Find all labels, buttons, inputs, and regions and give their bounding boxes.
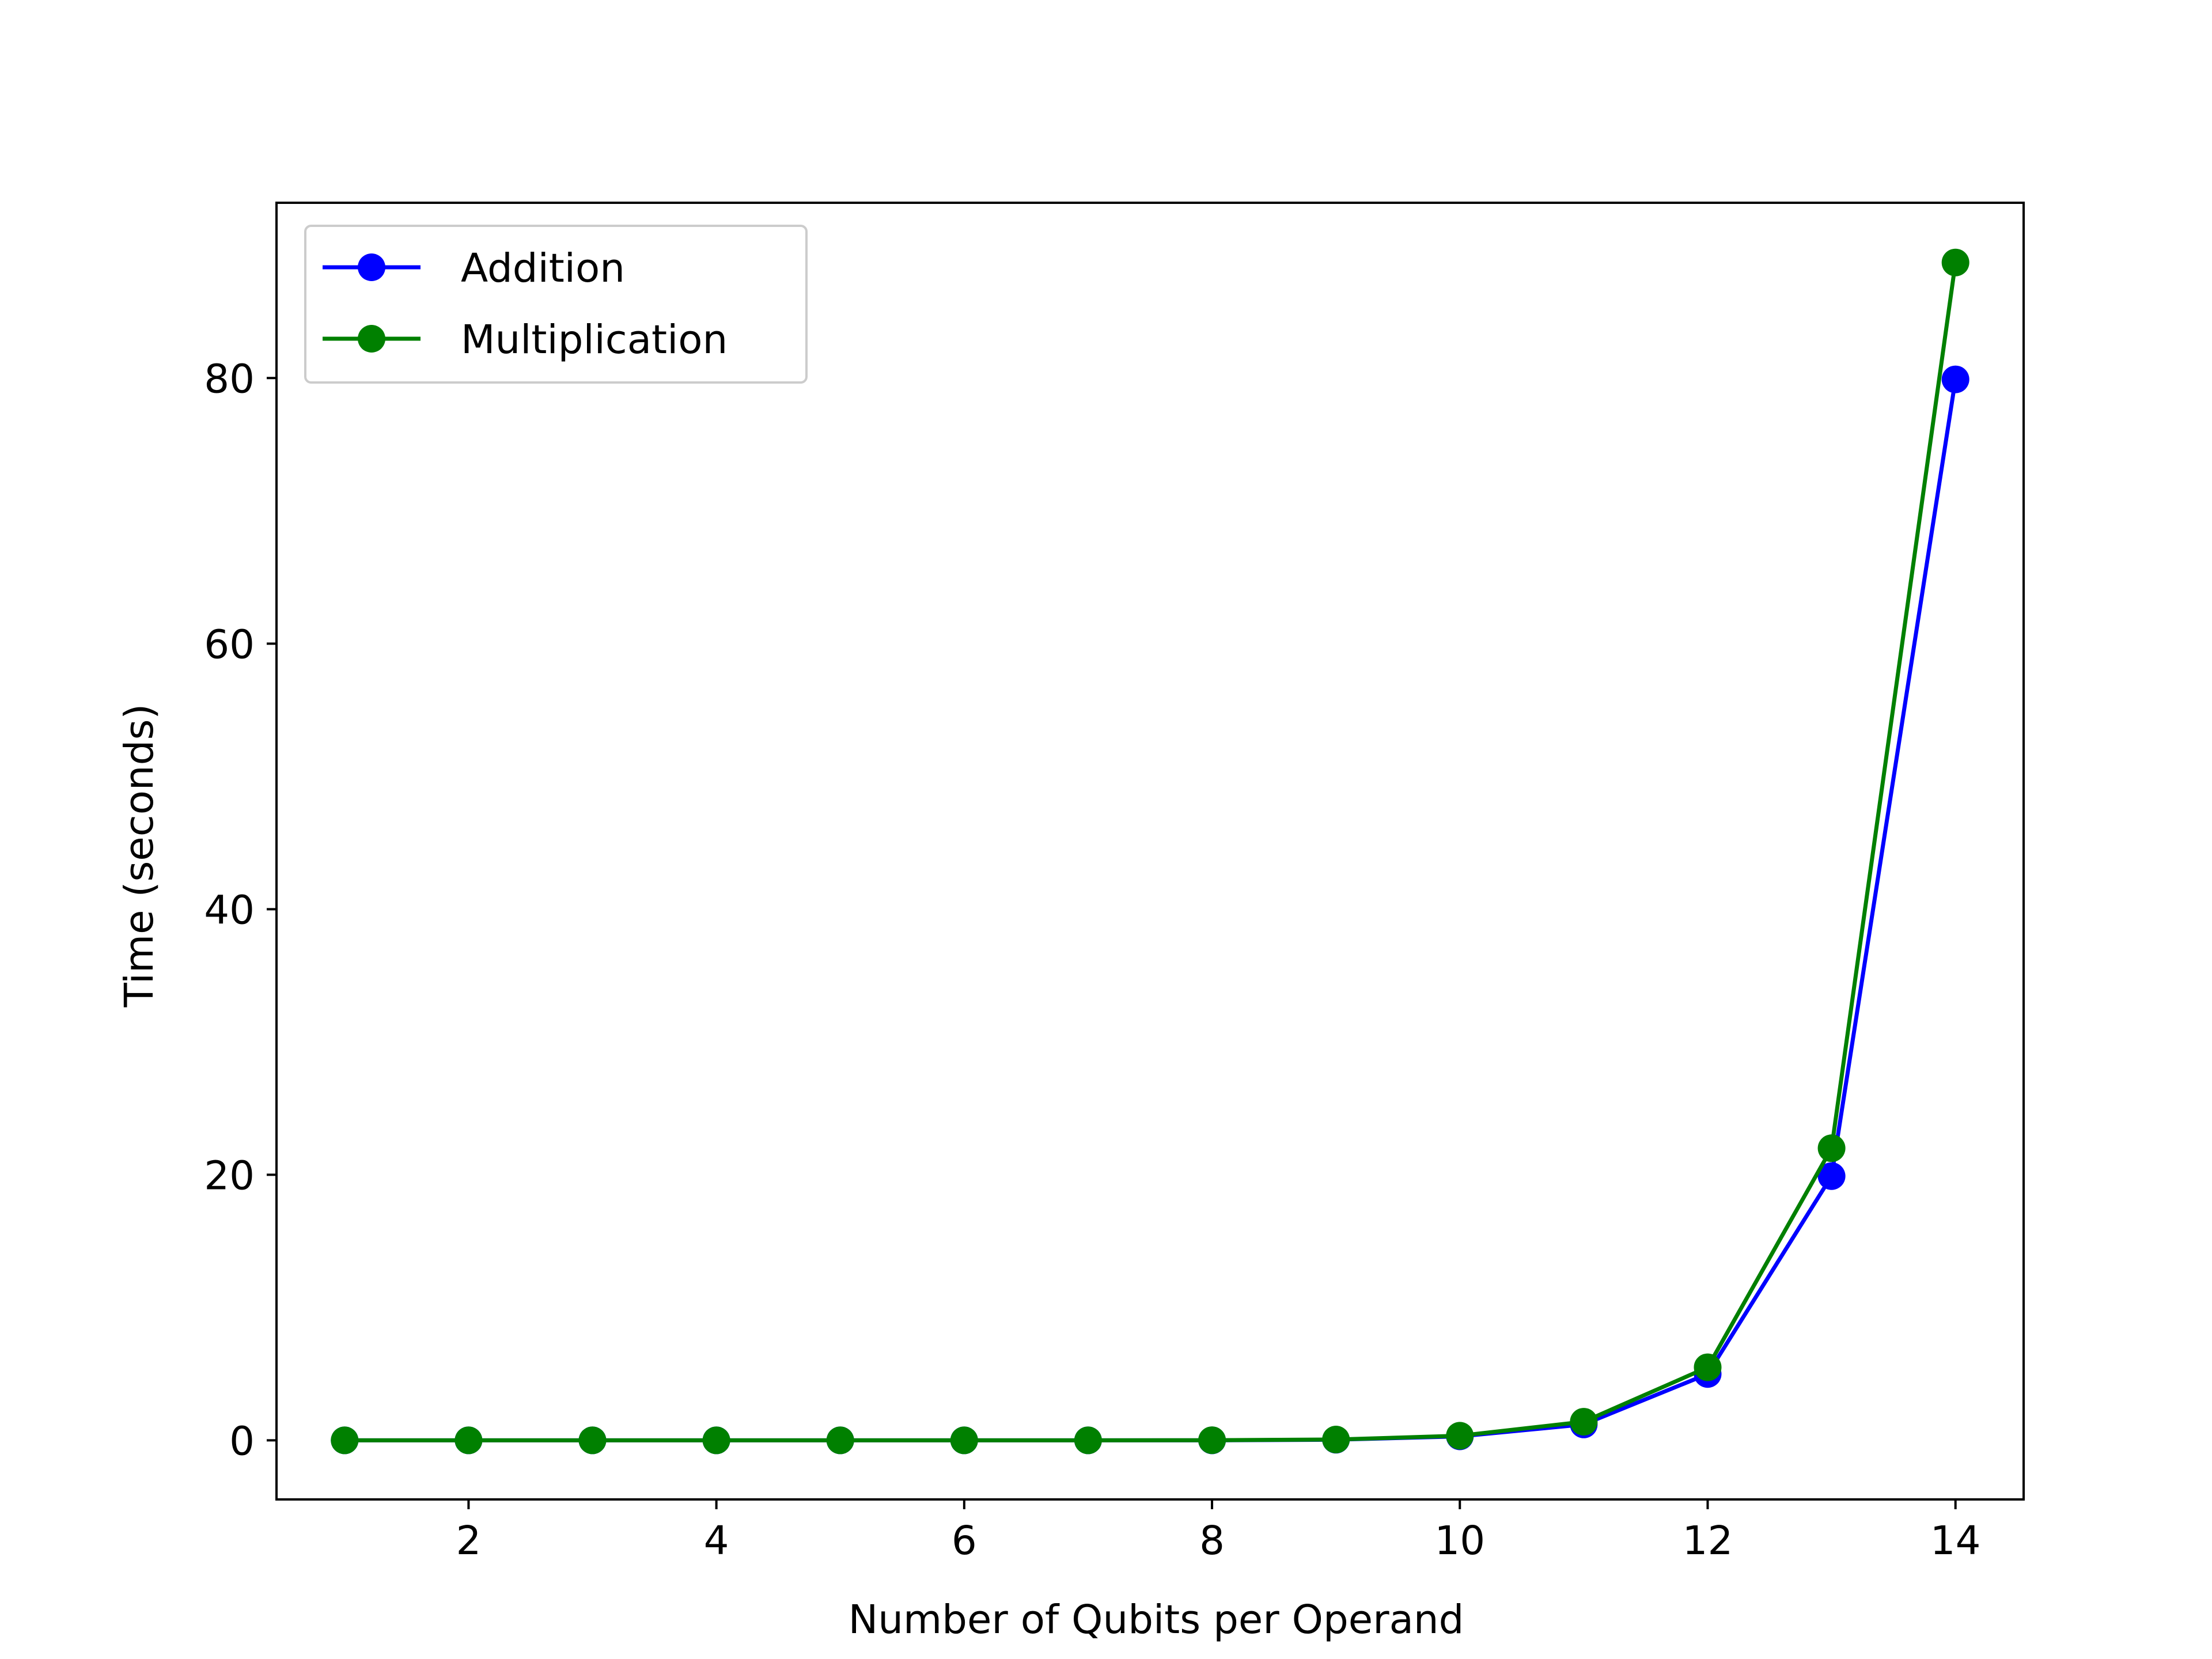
data-point-multiplication: [1074, 1426, 1102, 1455]
y-tick-label: 0: [229, 1418, 255, 1464]
data-point-addition: [1817, 1162, 1846, 1190]
y-tick-label: 40: [204, 887, 255, 933]
data-point-multiplication: [331, 1426, 359, 1455]
data-point-multiplication: [950, 1426, 978, 1455]
legend: Addition Multiplication: [304, 225, 808, 384]
legend-marker-addition: [358, 253, 385, 281]
axes: 2 4 6 8 10 12 14 0 20 40 60 80: [204, 202, 2025, 1564]
data-point-multiplication: [826, 1426, 854, 1455]
x-tick-label: 14: [1930, 1518, 1981, 1564]
x-tick-label: 4: [704, 1518, 729, 1564]
x-tick-label: 6: [952, 1518, 977, 1564]
data-point-multiplication: [1570, 1408, 1598, 1436]
data-point-multiplication: [578, 1426, 607, 1455]
legend-label-multiplication: Multiplication: [461, 317, 728, 363]
x-tick-label: 12: [1683, 1518, 1733, 1564]
legend-label-addition: Addition: [461, 245, 625, 291]
data-point-multiplication: [1817, 1134, 1846, 1162]
data-point-multiplication: [1322, 1426, 1350, 1453]
plot-frame: [275, 202, 2025, 1501]
legend-box: [304, 225, 808, 384]
y-tick-label: 60: [204, 622, 255, 668]
x-tick-label: 10: [1434, 1518, 1485, 1564]
data-point-addition: [1941, 365, 1969, 393]
y-axis-title: Time (seconds): [116, 704, 162, 1008]
data-point-multiplication: [702, 1426, 730, 1455]
data-point-multiplication: [1941, 248, 1969, 276]
data-point-multiplication: [454, 1426, 483, 1455]
data-point-multiplication: [1694, 1353, 1722, 1381]
y-tick-label: 80: [204, 356, 255, 402]
data-point-multiplication: [1446, 1422, 1474, 1450]
data-point-multiplication: [1198, 1426, 1226, 1455]
y-tick-label: 20: [204, 1153, 255, 1199]
x-tick-label: 2: [456, 1518, 481, 1564]
x-tick-label: 8: [1199, 1518, 1225, 1564]
series-line-multiplication: [344, 262, 1958, 1442]
plot-area: [331, 248, 1969, 1455]
legend-marker-multiplication: [358, 325, 385, 353]
x-axis-title: Number of Qubits per Operand: [849, 1597, 1464, 1643]
